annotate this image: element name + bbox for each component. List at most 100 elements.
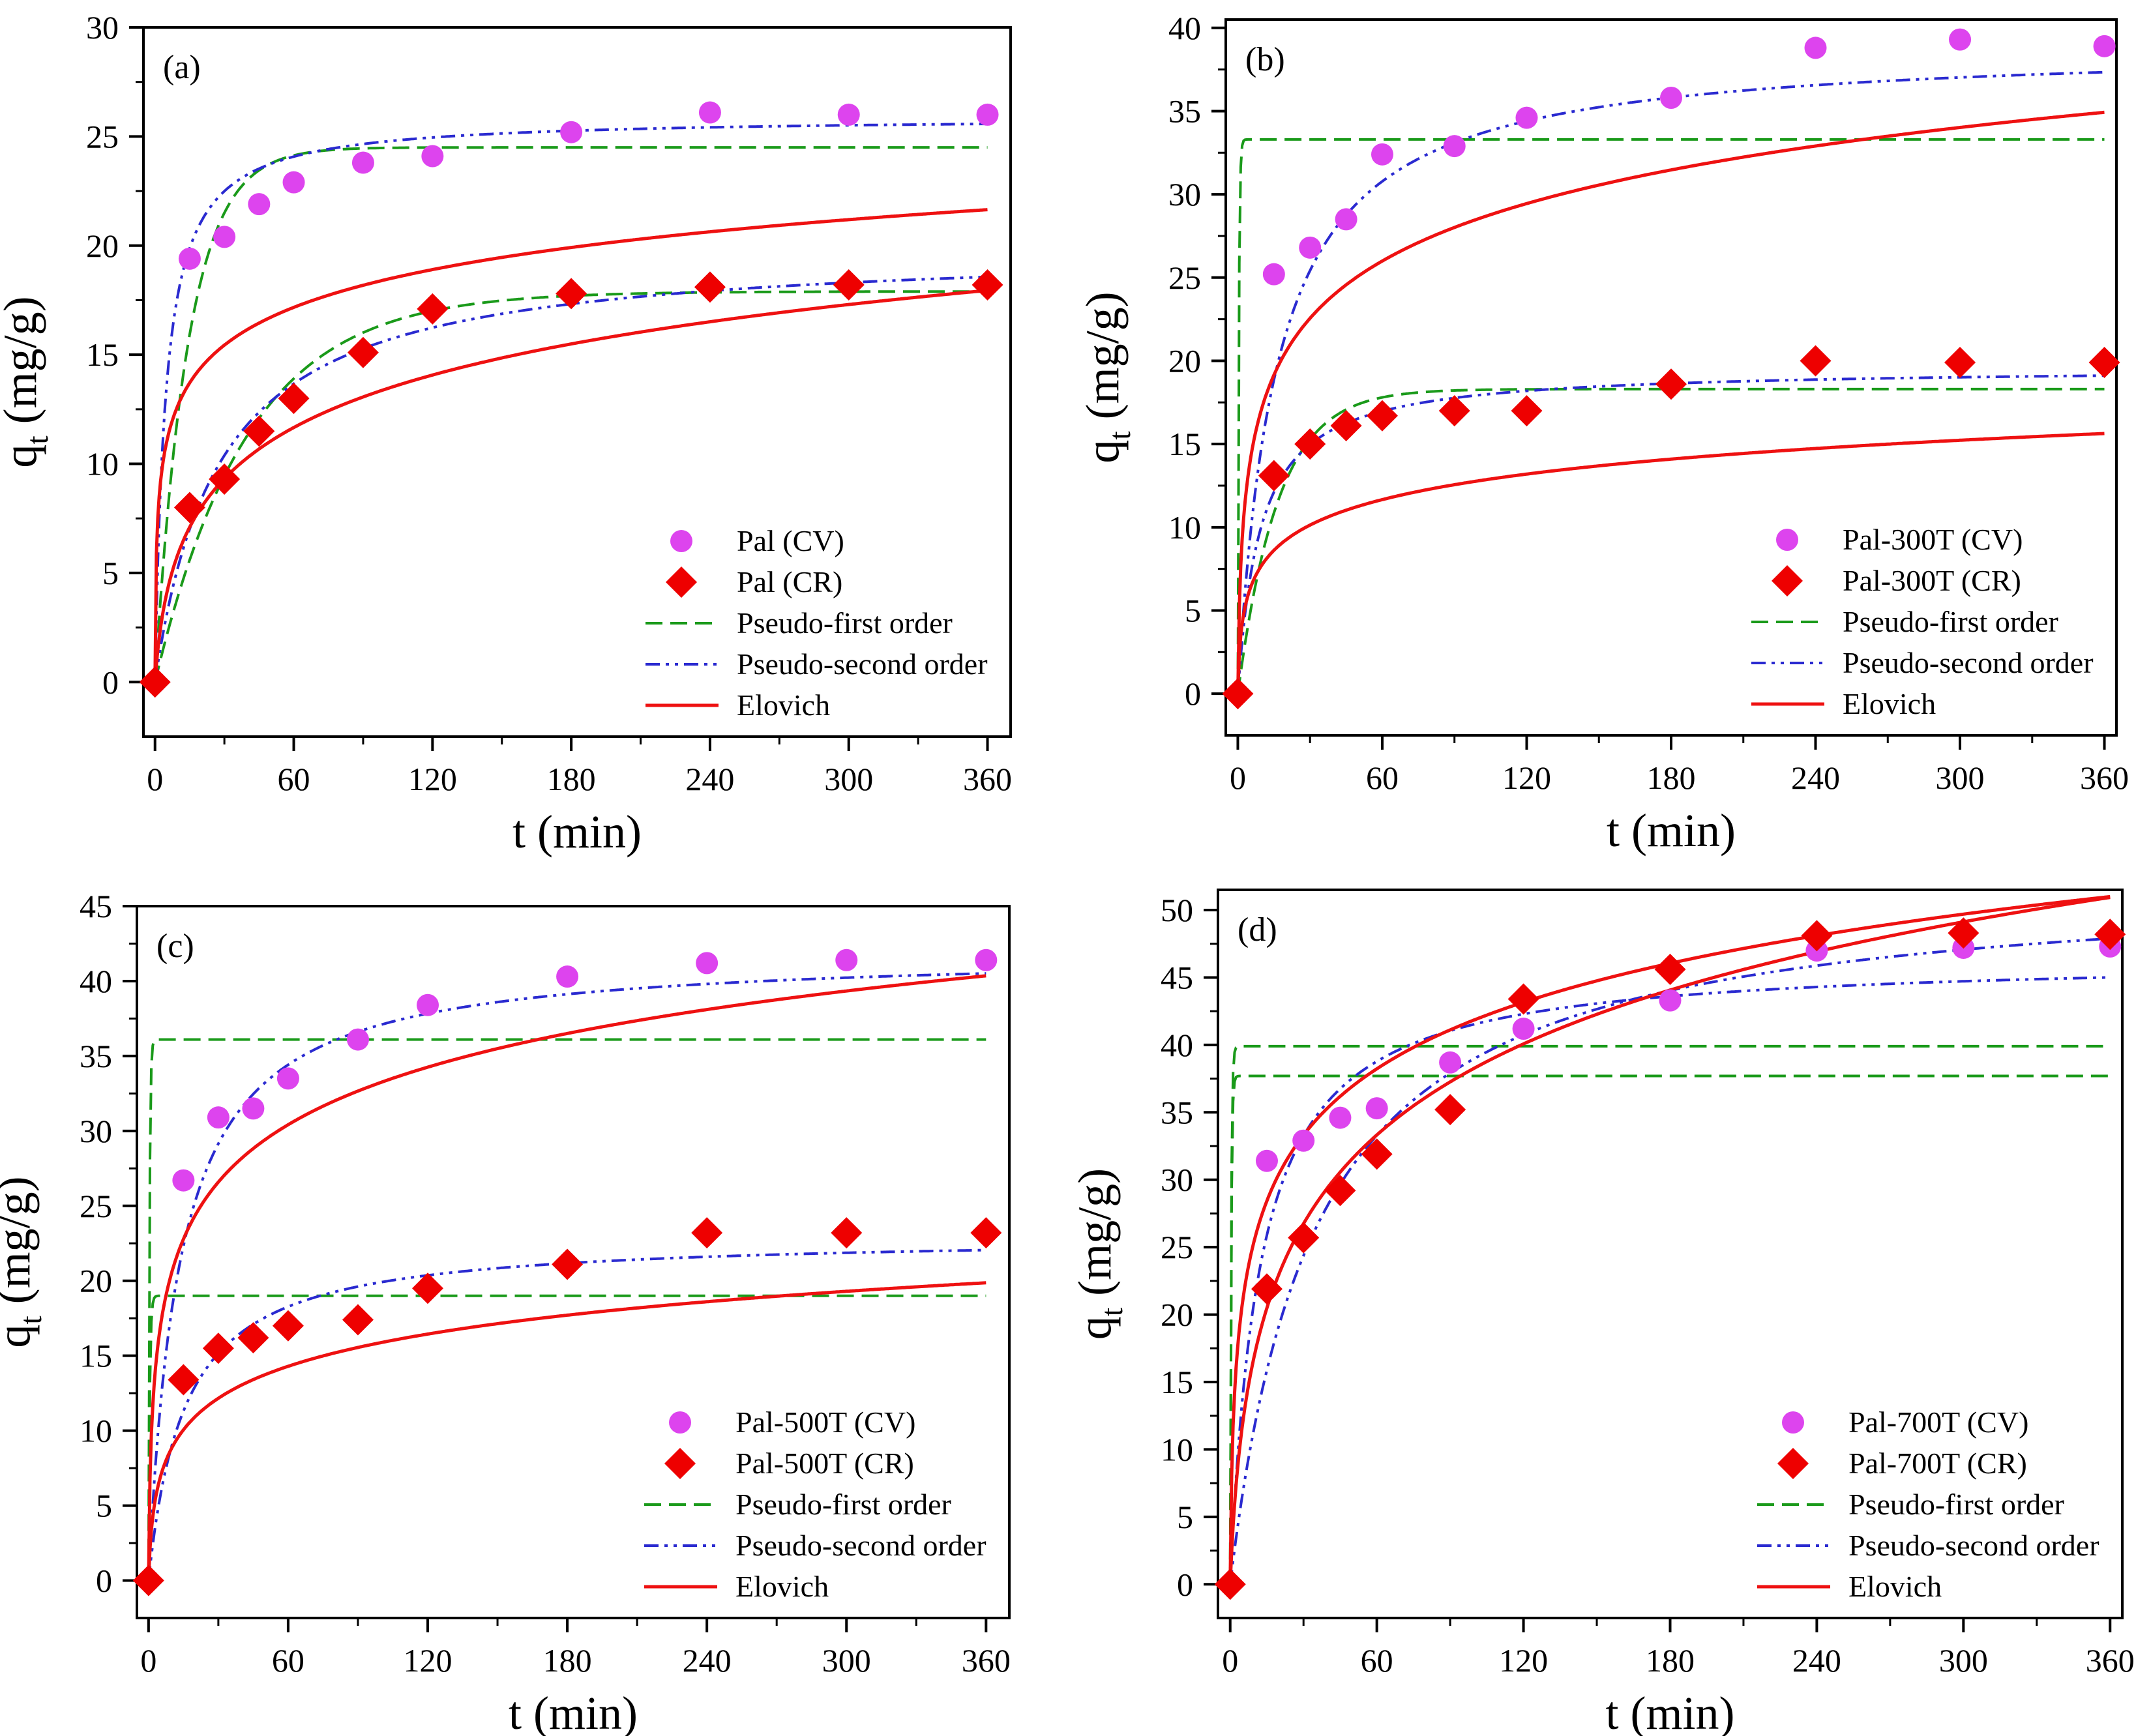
legend-label: Pseudo-second order [1843, 646, 2094, 679]
data-point [1515, 106, 1538, 129]
y-tick-label: 45 [80, 888, 112, 924]
data-point [1255, 1149, 1278, 1172]
data-point [1512, 1018, 1535, 1040]
legend-label: Elovich [735, 1570, 829, 1603]
data-point [1507, 983, 1539, 1015]
y-tick-label: 0 [102, 664, 119, 700]
data-point [1654, 954, 1686, 986]
y-tick-label: 30 [80, 1113, 112, 1149]
fit-curve-pso [153, 123, 988, 683]
data-point [1288, 1222, 1320, 1254]
series-circle [143, 101, 999, 694]
y-tick-label: 25 [80, 1188, 112, 1224]
data-point [694, 271, 726, 303]
data-point [1366, 400, 1398, 432]
x-tick-label: 120 [1499, 1642, 1548, 1679]
data-point [1804, 37, 1827, 59]
fit-curve-pfo [1228, 1074, 2111, 1585]
fit-curve-elovich [147, 1281, 986, 1581]
panel-a: 0 60 120 180 240 300 360 0 5 10 15 20 25 30 t (min) qt … [0, 9, 1012, 858]
panel-label: (a) [163, 49, 201, 86]
data-point [1655, 368, 1687, 400]
series-diamond [1214, 917, 2126, 1600]
y-tick-label: 0 [96, 1563, 112, 1599]
y-tick-label: 15 [80, 1338, 112, 1374]
legend-label: Elovich [1843, 687, 1936, 720]
data-point [1222, 678, 1254, 710]
data-point [1443, 135, 1466, 158]
legend-label: Pal-300T (CR) [1843, 564, 2021, 597]
data-point [698, 101, 721, 124]
x-tick-label: 0 [140, 1642, 156, 1679]
y-tick-label: 5 [1177, 1499, 1193, 1535]
data-point [1948, 917, 1980, 949]
x-tick-label: 360 [963, 761, 1012, 797]
x-tick-label: 240 [1792, 1642, 1841, 1679]
data-point [202, 1332, 234, 1364]
legend-label: Pal (CR) [737, 565, 842, 598]
y-tick-label: 40 [1168, 10, 1201, 46]
data-point [207, 1106, 230, 1129]
y-axis-title: qt (mg/g) [1076, 291, 1137, 463]
data-point [173, 492, 205, 523]
data-point [837, 103, 860, 126]
x-tick-label: 360 [2086, 1642, 2135, 1679]
data-point [417, 293, 449, 325]
data-point [346, 1028, 369, 1051]
legend: Pal-700T (CV) Pal-700T (CR) Pseudo-first o… [1757, 1405, 2099, 1603]
data-point [347, 336, 379, 368]
data-point [1434, 1094, 1466, 1126]
y-tick-label: 15 [86, 336, 119, 373]
y-tick-label: 40 [80, 963, 112, 999]
legend-label: Elovich [1848, 1570, 1942, 1603]
data-point [1299, 236, 1322, 259]
data-point [417, 993, 439, 1016]
x-axis-title: t (min) [509, 1687, 638, 1736]
x-tick-label: 360 [2080, 759, 2129, 796]
x-tick-label: 300 [1936, 759, 1985, 796]
fit-curve-pso [147, 1248, 986, 1581]
y-tick-label: 10 [80, 1413, 112, 1449]
y-tick-label: 20 [86, 228, 119, 264]
data-point [1438, 395, 1470, 427]
fit-curve-elovich [1236, 432, 2105, 694]
data-point [1371, 143, 1393, 166]
data-point [132, 1565, 164, 1596]
panel-label: (d) [1238, 911, 1277, 949]
legend-marker [669, 1411, 691, 1434]
legend-label: Pseudo-first order [1843, 605, 2058, 638]
data-point [1292, 1129, 1315, 1152]
y-tick-label: 5 [102, 555, 119, 591]
data-point [243, 415, 275, 447]
x-tick-label: 0 [1230, 759, 1246, 796]
y-tick-label: 5 [96, 1488, 112, 1524]
y-tick-label: 35 [80, 1038, 112, 1074]
y-tick-label: 25 [1161, 1229, 1193, 1265]
series-diamond [132, 1217, 1002, 1596]
data-point [1361, 1138, 1393, 1170]
legend-label: Pseudo-second order [1848, 1529, 2099, 1562]
fit-curve-pfo [147, 1294, 986, 1581]
data-point [560, 121, 583, 143]
legend-label: Pal-500T (CV) [735, 1405, 915, 1439]
y-tick-label: 35 [1161, 1094, 1193, 1130]
data-point [833, 269, 865, 301]
data-point [975, 949, 998, 971]
data-point [1800, 345, 1832, 377]
data-point [139, 666, 171, 698]
fit-curve-pso [147, 972, 986, 1581]
legend-label: Pseudo-first order [735, 1488, 951, 1521]
y-tick-label: 10 [1161, 1431, 1193, 1467]
x-tick-label: 60 [272, 1642, 304, 1679]
data-point [976, 103, 999, 126]
y-tick-label: 25 [86, 118, 119, 154]
legend-label: Pal-300T (CV) [1843, 523, 2023, 556]
x-tick-label: 180 [547, 761, 596, 797]
y-tick-label: 10 [86, 446, 119, 482]
data-point [552, 1248, 584, 1280]
data-point [1439, 1051, 1462, 1074]
x-tick-label: 300 [822, 1642, 871, 1679]
data-point [970, 1217, 1002, 1249]
fit-curves [147, 972, 986, 1581]
data-point [1949, 28, 1972, 51]
